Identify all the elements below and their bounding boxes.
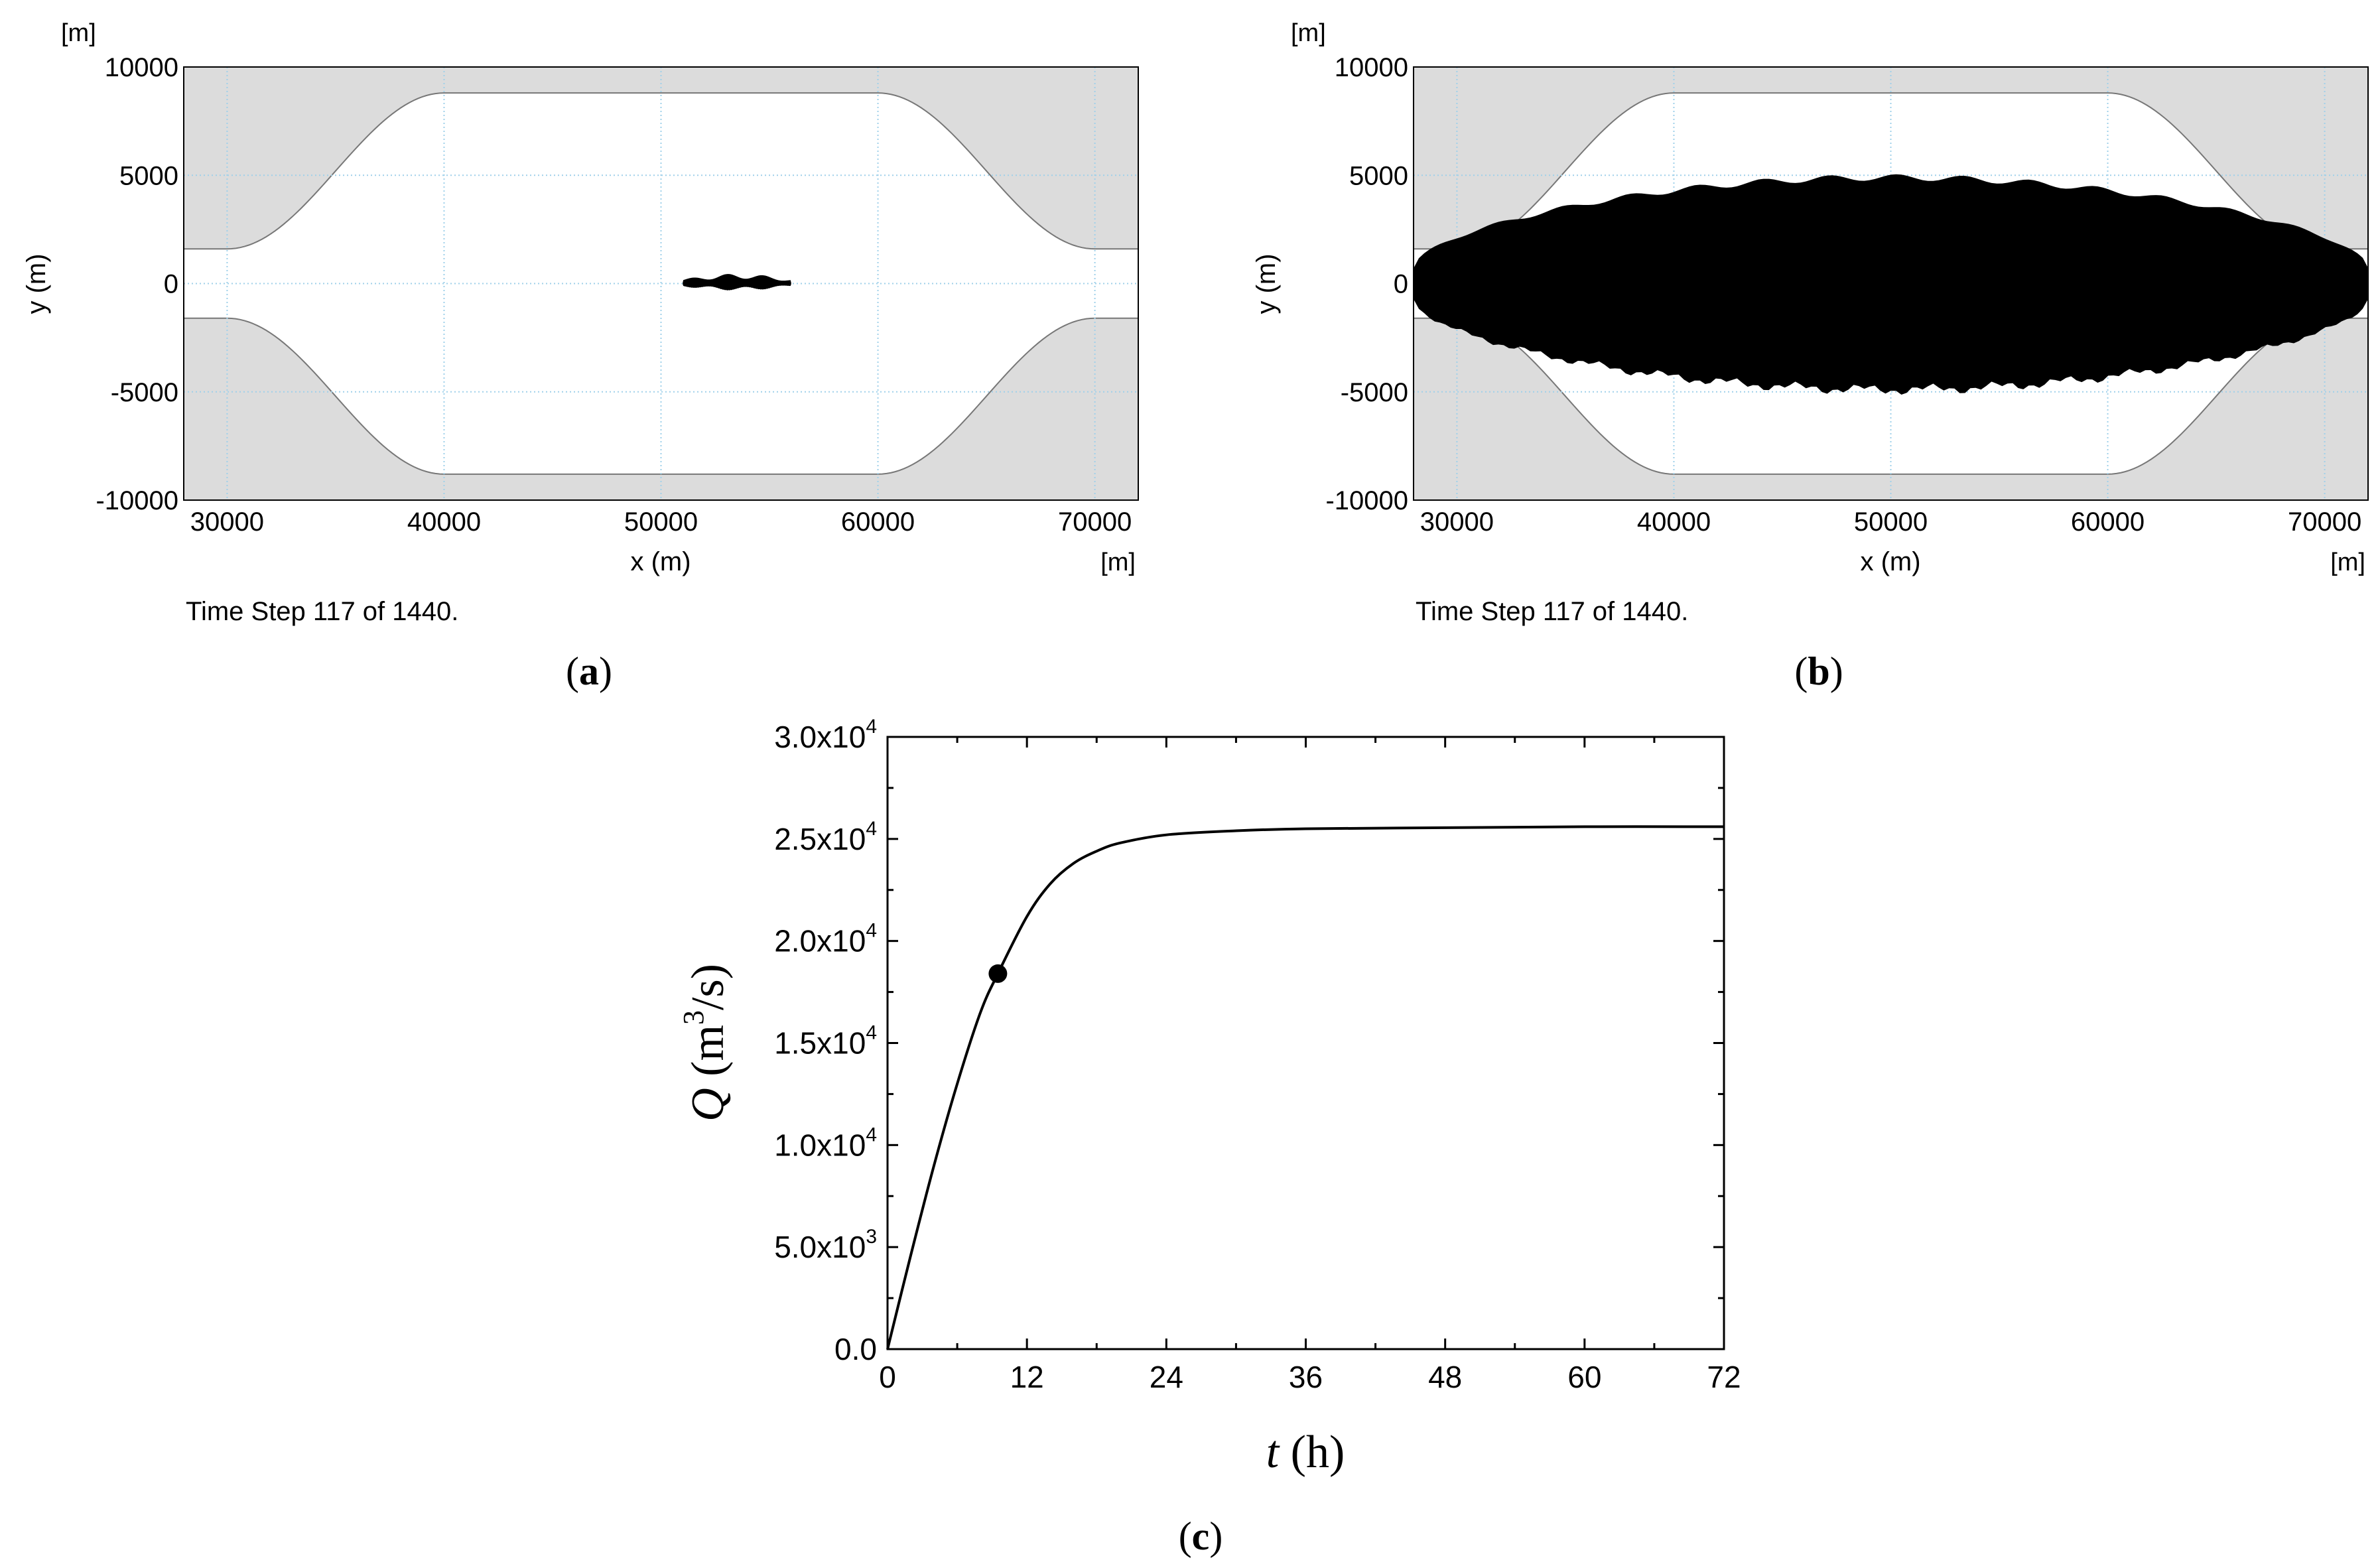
- x-tick-label: 0: [879, 1360, 896, 1394]
- x-tick-label: 70000: [2288, 507, 2361, 537]
- series-line-q: [886, 825, 1725, 1350]
- y-tick-label: 2.5x104: [774, 818, 877, 856]
- y-tick-label: 5000: [1349, 161, 1408, 190]
- land-top-a: [184, 67, 1138, 250]
- frame-b: [1413, 66, 2369, 501]
- land-bottom-b: [1414, 317, 2368, 500]
- x-tick-label: 40000: [407, 507, 481, 537]
- y-tick-label: 5000: [119, 161, 178, 190]
- caption-a: Time Step 117 of 1440.: [186, 597, 458, 626]
- panel-b: 30000 40000 50000 60000 70000 1000050000-500…: [1252, 19, 2369, 693]
- land-top-b: [1414, 67, 2368, 250]
- x-tick-label: 50000: [624, 507, 698, 537]
- panel-letter-a: (a): [566, 649, 612, 693]
- unit-top-b: [m]: [1291, 19, 1326, 47]
- y-label-c: Q (m3/s): [677, 964, 734, 1122]
- y-tick-label: -10000: [96, 486, 178, 515]
- y-tick-label: -5000: [111, 378, 178, 407]
- grid-a: [184, 67, 1138, 500]
- grid-b: [1414, 67, 2368, 500]
- y-tick-label: 3.0x104: [774, 716, 877, 754]
- x-tick-label: 60: [1567, 1360, 1601, 1394]
- y-tick-label: -5000: [1341, 378, 1408, 407]
- unit-right-a: [m]: [1100, 549, 1136, 576]
- x-label-a: x (m): [630, 547, 691, 576]
- x-tick-label: 24: [1150, 1360, 1183, 1394]
- y-tick-label: 5.0x103: [774, 1226, 877, 1264]
- x-tick-label: 48: [1428, 1360, 1462, 1394]
- x-ticks-b: 30000 40000 50000 60000 70000: [1420, 507, 2361, 537]
- plume-b: [1414, 174, 2368, 395]
- x-tick-label: 30000: [1420, 507, 1494, 537]
- x-tick-label: 70000: [1058, 507, 1132, 537]
- panel-letter-b: (b): [1794, 649, 1843, 693]
- unit-right-b: [m]: [2330, 549, 2365, 576]
- panel-letter-c: (c): [1179, 1514, 1223, 1558]
- y-ticks-a: 10000 5000 0 -5000 -10000: [96, 53, 178, 515]
- x-tick-label: 72: [1707, 1360, 1741, 1394]
- y-label-b: y (m): [1252, 253, 1281, 314]
- y-label-a: y (m): [22, 253, 51, 314]
- caption-b: Time Step 117 of 1440.: [1416, 597, 1688, 626]
- y-tick-label: 2.0x104: [774, 920, 877, 958]
- y-tick-label: 10000: [105, 53, 178, 82]
- y-tick-label: 0: [164, 270, 178, 299]
- x-label-c: t (h): [1266, 1427, 1345, 1478]
- y-tick-label: 1.0x104: [774, 1124, 877, 1162]
- y-tick-label: 0.0: [834, 1332, 877, 1366]
- land-bottom-a: [184, 317, 1138, 500]
- x-ticks-a: 30000 40000 50000 60000 70000: [190, 507, 1132, 537]
- frame-a: [183, 66, 1139, 501]
- x-tick-label: 40000: [1637, 507, 1711, 537]
- marker-point: [988, 964, 1008, 983]
- x-tick-label: 36: [1289, 1360, 1323, 1394]
- x-tick-label: 60000: [2071, 507, 2145, 537]
- ticks-c: 0 12 24 36 48 60 72 0.0 5.0x103 1.0x104 1.5x104 2.0…: [774, 716, 1741, 1394]
- x-tick-label: 30000: [190, 507, 264, 537]
- unit-top-a: [m]: [61, 19, 96, 47]
- panel-c: 0 12 24 36 48 60 72 0.0 5.0x103 1.0x104 1.5x104 2.0…: [677, 716, 1741, 1558]
- y-tick-label: -10000: [1325, 486, 1408, 515]
- y-tick-label: 0: [1394, 270, 1408, 299]
- x-tick-label: 60000: [841, 507, 915, 537]
- x-tick-label: 50000: [1854, 507, 1928, 537]
- panel-a: 30000 40000 50000 60000 70000 1000050000-500…: [22, 19, 1139, 693]
- y-tick-label: 10000: [1335, 53, 1408, 82]
- y-tick-label: 1.5x104: [774, 1022, 877, 1061]
- plume-a: [683, 274, 791, 291]
- x-label-b: x (m): [1860, 547, 1920, 576]
- y-ticks-b: 10000 5000 0 -5000 -10000: [1325, 53, 1408, 515]
- x-tick-label: 12: [1010, 1360, 1044, 1394]
